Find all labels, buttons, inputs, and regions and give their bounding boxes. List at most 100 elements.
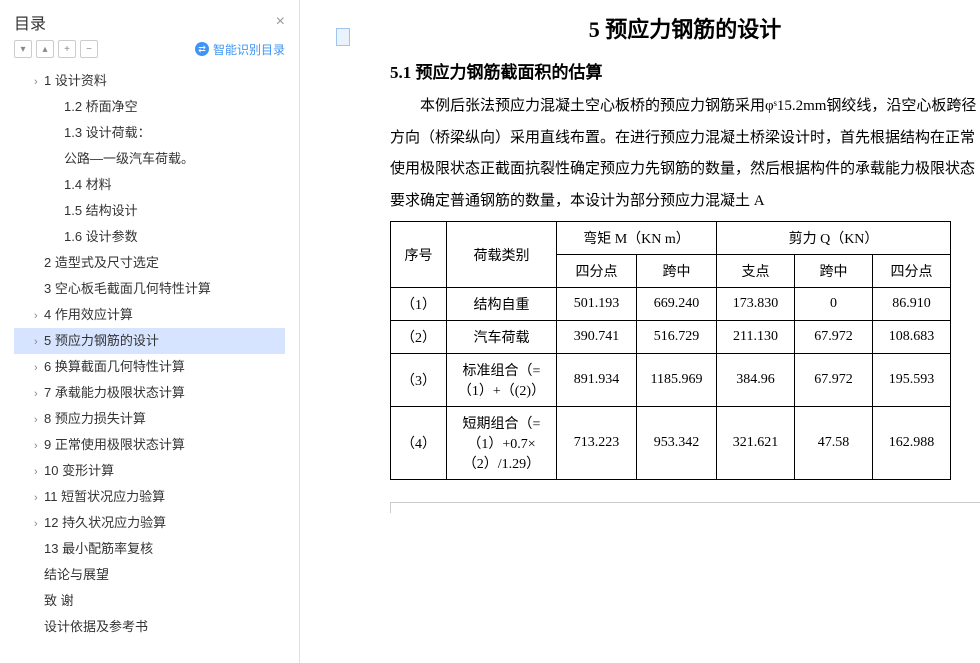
sidebar-header: 目录 × (14, 10, 285, 34)
toc-item-label: 1.6 设计参数 (64, 229, 138, 244)
table-cell: 321.621 (717, 407, 795, 480)
table-cell: （3） (391, 354, 447, 407)
close-icon[interactable]: × (276, 13, 285, 31)
toc-item-label: 3 空心板毛截面几何特性计算 (44, 281, 211, 296)
toc-item-12[interactable]: ›7 承载能力极限状态计算 (14, 380, 285, 406)
collapse-up-icon[interactable]: ▴ (36, 40, 54, 58)
document: 5 预应力钢筋的设计 5.1 预应力钢筋截面积的估算 本例后张法预应力混凝土空心… (300, 0, 980, 503)
table-cell: 86.910 (873, 288, 951, 321)
doc-paragraph: 本例后张法预应力混凝土空心板桥的预应力钢筋采用φˢ15.2mm钢绞线，沿空心板跨… (390, 91, 980, 217)
page-corner (390, 503, 391, 513)
toc-item-16[interactable]: ›11 短暂状况应力验算 (14, 484, 285, 510)
toc-item-label: 设计依据及参考书 (44, 619, 148, 634)
page-icon[interactable] (336, 28, 350, 46)
toc-item-label: 致 谢 (44, 593, 74, 608)
toc-item-9[interactable]: ›4 作用效应计算 (14, 302, 285, 328)
table-cell: 108.683 (873, 321, 951, 354)
table-row: （3）标准组合（=（1）+（(2)）891.9341185.969384.966… (391, 354, 951, 407)
toc-item-label: 2 造型式及尺寸选定 (44, 255, 159, 270)
table-cell: 短期组合（=（1）+0.7×（2）/1.29） (447, 407, 557, 480)
toc-item-21[interactable]: 设计依据及参考书 (14, 614, 285, 638)
toc-item-1[interactable]: 1.2 桥面净空 (14, 94, 285, 120)
smart-recognize-link[interactable]: ⇄ 智能识别目录 (195, 41, 285, 58)
chevron-icon: › (34, 409, 44, 431)
table-cell: 67.972 (795, 321, 873, 354)
table-cell: 953.342 (637, 407, 717, 480)
table-cell: 516.729 (637, 321, 717, 354)
toc-item-15[interactable]: ›10 变形计算 (14, 458, 285, 484)
table-cell: 173.830 (717, 288, 795, 321)
toc-item-0[interactable]: ›1 设计资料 (14, 68, 285, 94)
th-load: 荷载类别 (447, 222, 557, 288)
table-row: （1）结构自重501.193669.240173.830086.910 (391, 288, 951, 321)
toc-item-label: 结论与展望 (44, 567, 109, 582)
table-cell: 195.593 (873, 354, 951, 407)
toc-item-label: 5 预应力钢筋的设计 (44, 333, 159, 348)
th-shear-group: 剪力 Q（KN） (717, 222, 951, 255)
table-cell: 891.934 (557, 354, 637, 407)
smart-icon: ⇄ (195, 42, 209, 56)
chevron-icon: › (34, 435, 44, 457)
table-cell: （1） (391, 288, 447, 321)
chevron-icon: › (34, 357, 44, 379)
toc-item-label: 4 作用效应计算 (44, 307, 133, 322)
sidebar-title: 目录 (14, 10, 46, 34)
th-moment-group: 弯矩 M（KN m） (557, 222, 717, 255)
table-row: （2）汽车荷载390.741516.729211.13067.972108.68… (391, 321, 951, 354)
toc-item-11[interactable]: ›6 换算截面几何特性计算 (14, 354, 285, 380)
toc-item-label: 6 换算截面几何特性计算 (44, 359, 185, 374)
toc-item-8[interactable]: 3 空心板毛截面几何特性计算 (14, 276, 285, 302)
table-cell: 390.741 (557, 321, 637, 354)
toc-item-label: 7 承载能力极限状态计算 (44, 385, 185, 400)
collapse-icon[interactable]: − (80, 40, 98, 58)
sidebar-toolbar: ▾ ▴ + − ⇄ 智能识别目录 (14, 40, 285, 58)
table-cell: 0 (795, 288, 873, 321)
content-area: 5 预应力钢筋的设计 5.1 预应力钢筋截面积的估算 本例后张法预应力混凝土空心… (300, 0, 980, 663)
toc-item-2[interactable]: 1.3 设计荷载： (14, 120, 285, 146)
toc-item-18[interactable]: 13 最小配筋率复核 (14, 536, 285, 562)
toc-item-19[interactable]: 结论与展望 (14, 562, 285, 588)
page-divider (390, 502, 980, 503)
doc-subtitle: 5.1 预应力钢筋截面积的估算 (390, 58, 980, 83)
toc-item-label: 9 正常使用极限状态计算 (44, 437, 185, 452)
table-cell: 汽车荷载 (447, 321, 557, 354)
table-cell: 713.223 (557, 407, 637, 480)
th-no: 序号 (391, 222, 447, 288)
th-q-quarter: 四分点 (873, 255, 951, 288)
toc-item-20[interactable]: 致 谢 (14, 588, 285, 614)
toc-item-label: 13 最小配筋率复核 (44, 541, 153, 556)
chevron-icon: › (34, 461, 44, 483)
toc-item-14[interactable]: ›9 正常使用极限状态计算 (14, 432, 285, 458)
table-cell: 669.240 (637, 288, 717, 321)
toc-item-5[interactable]: 1.5 结构设计 (14, 198, 285, 224)
th-q-support: 支点 (717, 255, 795, 288)
table-cell: 1185.969 (637, 354, 717, 407)
chevron-icon: › (34, 305, 44, 327)
toc-item-13[interactable]: ›8 预应力损失计算 (14, 406, 285, 432)
toc-item-7[interactable]: 2 造型式及尺寸选定 (14, 250, 285, 276)
th-m-mid: 跨中 (637, 255, 717, 288)
chevron-icon: › (34, 71, 44, 93)
table-cell: （4） (391, 407, 447, 480)
toc-item-17[interactable]: ›12 持久状况应力验算 (14, 510, 285, 536)
th-m-quarter: 四分点 (557, 255, 637, 288)
toc-item-label: 12 持久状况应力验算 (44, 515, 166, 530)
table-cell: 384.96 (717, 354, 795, 407)
toolbar-left: ▾ ▴ + − (14, 40, 98, 58)
toc-item-4[interactable]: 1.4 材料 (14, 172, 285, 198)
toc-item-6[interactable]: 1.6 设计参数 (14, 224, 285, 250)
expand-icon[interactable]: + (58, 40, 76, 58)
toc-item-label: 1 设计资料 (44, 73, 107, 88)
table-cell: 标准组合（=（1）+（(2)） (447, 354, 557, 407)
toc-item-label: 1.4 材料 (64, 177, 112, 192)
toc-item-3[interactable]: 公路—一级汽车荷载。 (14, 146, 285, 172)
table-row: （4）短期组合（=（1）+0.7×（2）/1.29）713.223953.342… (391, 407, 951, 480)
table-cell: 47.58 (795, 407, 873, 480)
th-q-mid: 跨中 (795, 255, 873, 288)
toc-item-label: 10 变形计算 (44, 463, 114, 478)
chevron-icon: › (34, 383, 44, 405)
collapse-down-icon[interactable]: ▾ (14, 40, 32, 58)
toc-item-10[interactable]: ›5 预应力钢筋的设计 (14, 328, 285, 354)
toc-item-label: 11 短暂状况应力验算 (44, 489, 165, 504)
toc-item-label: 1.3 设计荷载： (64, 125, 151, 140)
